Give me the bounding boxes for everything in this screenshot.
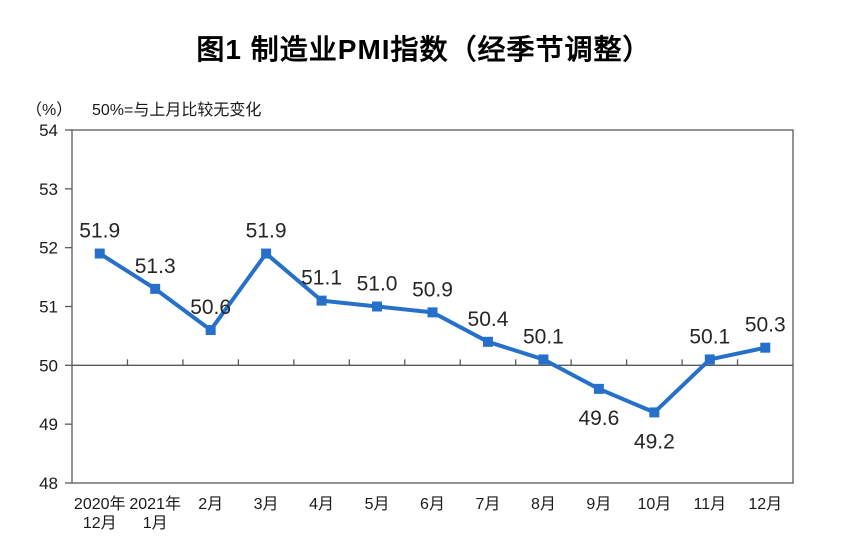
x-axis-label: 11月 (693, 496, 726, 513)
data-point-marker (593, 383, 604, 394)
reference-line-note: 50%=与上月比较无变化 (92, 102, 262, 119)
data-point-marker (372, 301, 383, 312)
data-labels-group: 51.9 51.3 50.6 51.9 51.1 51.0 50.9 50.4 50.1 49.6… (79, 220, 785, 454)
x-axis-label: 5月 (365, 496, 390, 513)
data-point-marker (94, 248, 105, 259)
x-axis-label: 9月 (586, 496, 611, 513)
x-axis-label: 6月 (420, 496, 445, 513)
data-point-label: 49.6 (578, 407, 619, 430)
y-axis-unit-label: （%） (26, 102, 73, 119)
data-point-label: 50.9 (412, 278, 453, 301)
y-axis-label: 48 (39, 474, 58, 493)
x-axis-label: 12月 (748, 496, 782, 513)
data-point-marker (205, 325, 216, 336)
data-point-marker (261, 248, 272, 259)
data-point-marker (150, 283, 161, 294)
data-point-label: 51.0 (357, 273, 398, 296)
data-point-label: 50.3 (745, 314, 786, 337)
chart-title: 图1 制造业PMI指数（经季节调整） (196, 34, 652, 65)
y-axis-label: 53 (39, 180, 58, 199)
y-axis-label: 52 (39, 239, 58, 258)
x-axis-label: 4月 (309, 496, 334, 513)
data-point-label: 51.9 (246, 220, 287, 243)
y-axis-label: 54 (39, 121, 58, 140)
y-axis-label: 50 (39, 356, 58, 375)
x-axis-label: 7月 (476, 496, 501, 513)
x-axis-label: 3月 (254, 496, 279, 513)
data-point-label: 49.2 (634, 430, 675, 453)
data-point-marker (316, 295, 327, 306)
data-point-marker (760, 342, 771, 353)
series-group (94, 248, 771, 418)
data-point-label: 50.1 (689, 325, 730, 348)
data-point-label: 51.1 (301, 267, 342, 290)
y-axis-label: 49 (39, 415, 58, 434)
data-point-label: 50.6 (190, 296, 231, 319)
x-axis-label: 2020年 12月 (74, 495, 126, 532)
data-point-label: 51.9 (79, 220, 120, 243)
pmi-line (98, 251, 766, 415)
data-point-label: 50.4 (468, 308, 509, 331)
data-point-marker (538, 354, 549, 365)
data-point-label: 50.1 (523, 325, 564, 348)
y-axis-label: 51 (39, 298, 58, 317)
x-axis-label: 2021年 1月 (129, 495, 181, 532)
data-point-marker (704, 354, 715, 365)
x-axis-label: 8月 (531, 496, 556, 513)
data-point-marker (427, 307, 438, 318)
x-axis-label: 10月 (637, 496, 671, 513)
x-axis-label: 2月 (198, 496, 223, 513)
data-point-marker (649, 407, 660, 418)
data-point-marker (482, 336, 493, 347)
data-point-label: 51.3 (135, 255, 176, 278)
